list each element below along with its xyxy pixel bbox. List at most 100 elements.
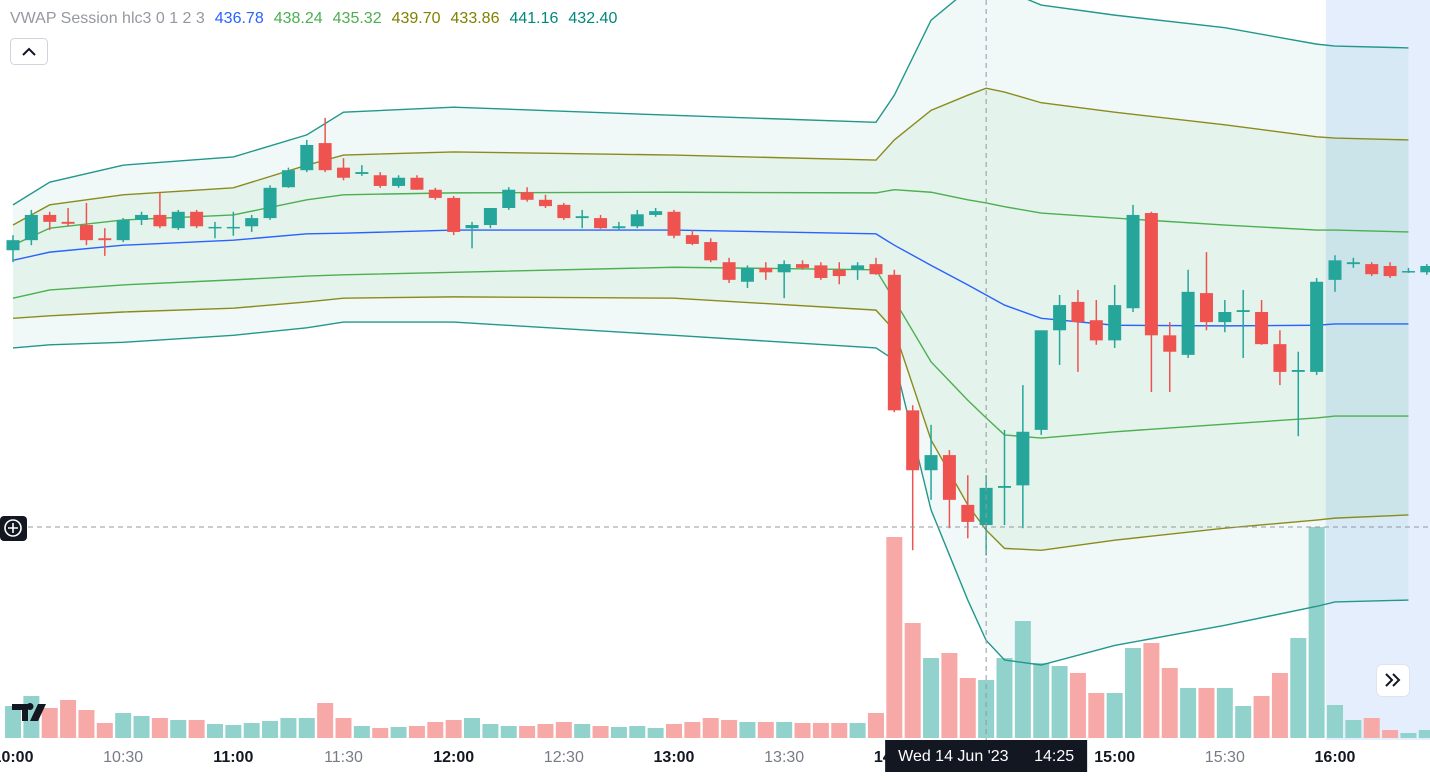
candle-body [116, 219, 130, 241]
inner-band-fill [13, 88, 1409, 551]
volume-bar [831, 723, 848, 738]
candle-body [1383, 265, 1397, 277]
legend-value: 432.40 [568, 10, 617, 27]
crosshair-time-box [885, 740, 1088, 772]
volume-bar [1271, 673, 1288, 738]
add-icon [4, 519, 22, 537]
volume-bar [464, 718, 481, 738]
legend-value: 439.70 [392, 10, 441, 27]
x-tick-label: 10:00 [0, 749, 34, 766]
candle-body [226, 226, 240, 229]
volume-layer [5, 527, 1430, 738]
volume-bar [574, 724, 591, 738]
crosshair-layer [28, 0, 1430, 740]
band-line [12, 0, 1409, 206]
volume-bar [5, 706, 21, 738]
candle-body [1346, 262, 1360, 265]
volume-bar [500, 726, 517, 738]
legend-value: 433.86 [451, 10, 500, 27]
volume-bar [739, 722, 756, 738]
candle-body [1126, 214, 1140, 309]
volume-bar [390, 727, 407, 738]
volume-bar [243, 723, 260, 738]
candle-body [575, 216, 589, 219]
x-axis: 10:00 10:30 11:00 11:30 12:00 12:30 13:00 13:30… [0, 740, 1356, 772]
candle-body [1071, 301, 1085, 323]
candle-layer [6, 117, 1430, 556]
candle-body [998, 485, 1011, 488]
background-layer [1325, 0, 1430, 740]
volume-bar [427, 722, 444, 738]
x-tick-label: 13:30 [764, 749, 804, 766]
candle-body [1420, 265, 1430, 273]
candle-body [612, 226, 626, 229]
candle-body [906, 410, 920, 471]
volume-bar [1400, 733, 1417, 738]
legend-value: 436.78 [215, 10, 264, 27]
candle-body [814, 265, 828, 278]
candle-body [1273, 344, 1287, 372]
candle-body [392, 177, 406, 186]
volume-bar [1088, 693, 1105, 738]
volume-bar [849, 723, 866, 738]
scroll-icon [1385, 673, 1401, 687]
x-tick-label: 12:00 [433, 749, 474, 766]
volume-bar [757, 722, 774, 738]
candle-body [1163, 335, 1177, 352]
candle-body [722, 262, 736, 280]
candle-body [1328, 260, 1342, 280]
volume-bar [1161, 668, 1178, 738]
candle-body [355, 172, 369, 174]
candle-body [924, 455, 938, 471]
candle-body [263, 187, 277, 219]
volume-bar [133, 716, 150, 738]
volume-bar [1051, 666, 1068, 738]
candle-body [869, 264, 883, 275]
candle-body [135, 214, 149, 220]
candle-body [428, 189, 442, 198]
volume-bar [1014, 621, 1031, 738]
x-tick-label: 13:00 [654, 749, 695, 766]
candle-body [483, 208, 497, 226]
scroll-button[interactable] [1376, 664, 1410, 697]
candle-body [851, 265, 865, 270]
volume-bar [1327, 705, 1343, 738]
candle-body [171, 211, 185, 229]
band-line [12, 296, 1409, 551]
volume-bar [959, 678, 976, 738]
volume-bar [1363, 718, 1380, 738]
collapse-icon [22, 47, 36, 56]
candle-body [961, 504, 975, 522]
band-fill-layer [13, 0, 1409, 665]
x-tick-label: 15:30 [1205, 749, 1245, 766]
logo [12, 703, 46, 721]
volume-bar [794, 723, 811, 738]
volume-bar [225, 725, 242, 738]
candle-body [630, 214, 644, 227]
candle-body [79, 225, 93, 241]
band-line [12, 266, 1409, 439]
volume-bar [60, 700, 77, 738]
volume-bar [721, 720, 738, 738]
volume-bar [482, 724, 499, 738]
volume-bar [812, 723, 829, 738]
band-line [12, 189, 1409, 246]
x-tick-label: 10:30 [103, 749, 143, 766]
candle-body [1144, 213, 1158, 336]
candle-body [43, 214, 57, 222]
volume-bar [115, 713, 132, 738]
volume-bar [610, 727, 627, 738]
volume-bar [298, 718, 315, 738]
candle-body [1291, 370, 1305, 372]
volume-bar [151, 718, 168, 738]
volume-bar [1198, 688, 1215, 738]
add-icon-plus [8, 523, 18, 533]
x-tick-label: 15:00 [1094, 749, 1135, 766]
candle-body [1053, 305, 1067, 331]
collapse-button[interactable] [10, 38, 48, 65]
candle-body [465, 225, 479, 229]
volume-bar [904, 623, 921, 738]
x-tick-label: 11:30 [324, 749, 363, 766]
volume-bar [317, 703, 334, 738]
